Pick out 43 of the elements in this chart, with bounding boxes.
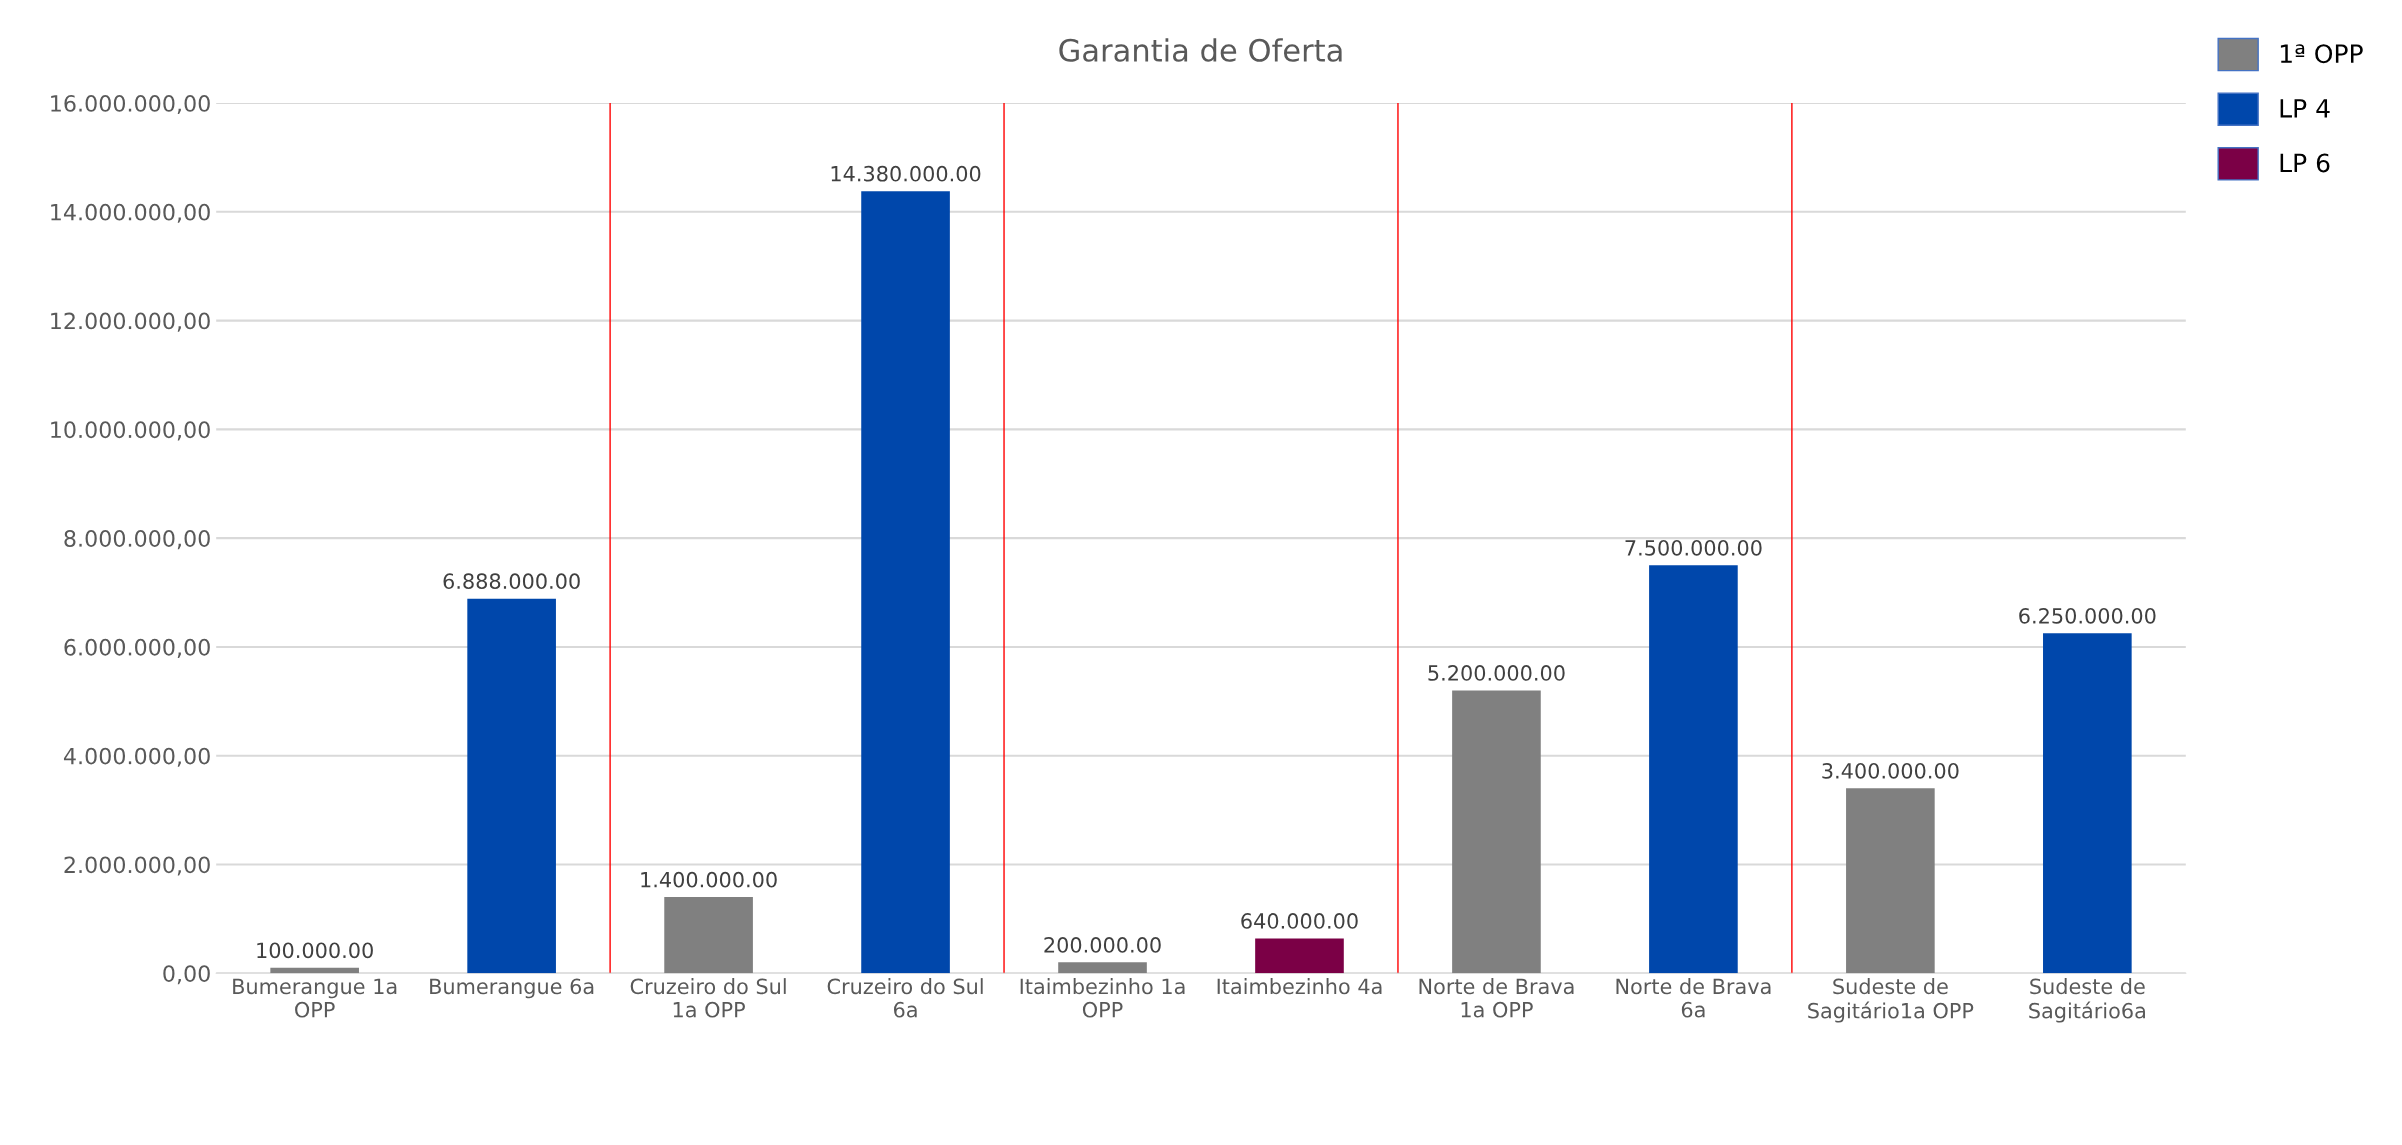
legend-label: LP 6 [2280,153,2330,173]
y-tick-label: 0,00 [163,965,210,985]
bar [1452,690,1541,974]
x-tick-label: Norte de Brava 6a [1616,978,1771,1018]
data-label: 6.250.000.00 [2019,607,2156,624]
bar [1058,962,1147,974]
x-tick-label: Itaimbezinho 1a OPP [1020,978,1185,1018]
data-label: 1.400.000.00 [641,871,777,888]
legend-label: 1ª OPP [2280,44,2363,64]
x-tick-label: Sudeste de Sagitário6a [2029,978,2145,1023]
y-tick-label: 6.000.000,00 [64,638,210,658]
data-label: 14.380.000.00 [831,165,981,182]
data-label: 6.888.000.00 [443,573,580,590]
x-tick-label: Bumerangue 1a OPP [233,978,397,1018]
y-tick-label: 10.000.000,00 [51,421,210,441]
bar [467,598,556,974]
data-label: 3.400.000.00 [1822,762,1959,779]
y-tick-label: 12.000.000,00 [51,312,210,332]
data-label: 7.500.000.00 [1625,539,1762,556]
y-tick-label: 2.000.000,00 [64,856,210,876]
y-tick-label: 16.000.000,00 [51,95,210,115]
data-label: 640.000.00 [1241,913,1358,929]
data-label: 200.000.00 [1044,937,1161,953]
bar [1649,565,1738,974]
x-tick-label: Cruzeiro do Sul 1a OPP [630,978,786,1018]
x-tick-label: Norte de Brava 1a OPP [1419,978,1574,1018]
x-tick-label: Cruzeiro do Sul 6a [827,978,983,1018]
legend-label: LP 4 [2280,99,2330,118]
data-label: 5.200.000.00 [1428,665,1565,681]
bar [664,897,753,974]
y-tick-label: 8.000.000,00 [64,530,210,550]
x-tick-label: Sudeste de Sagitário1a OPP [1808,978,1974,1023]
chart-title: Garantia de Oferta [1059,38,1342,62]
data-label: 100.000.00 [257,942,373,959]
x-tick-label: Bumerangue 6a [430,978,594,999]
bar [1846,788,1935,974]
x-tick-label: Itaimbezinho 4a [1217,978,1382,995]
bar [2043,633,2132,974]
bar [270,967,359,974]
y-tick-label: 14.000.000,00 [51,203,210,223]
bar [861,191,950,974]
bar [1255,938,1344,974]
y-tick-label: 4.000.000,00 [63,747,210,767]
